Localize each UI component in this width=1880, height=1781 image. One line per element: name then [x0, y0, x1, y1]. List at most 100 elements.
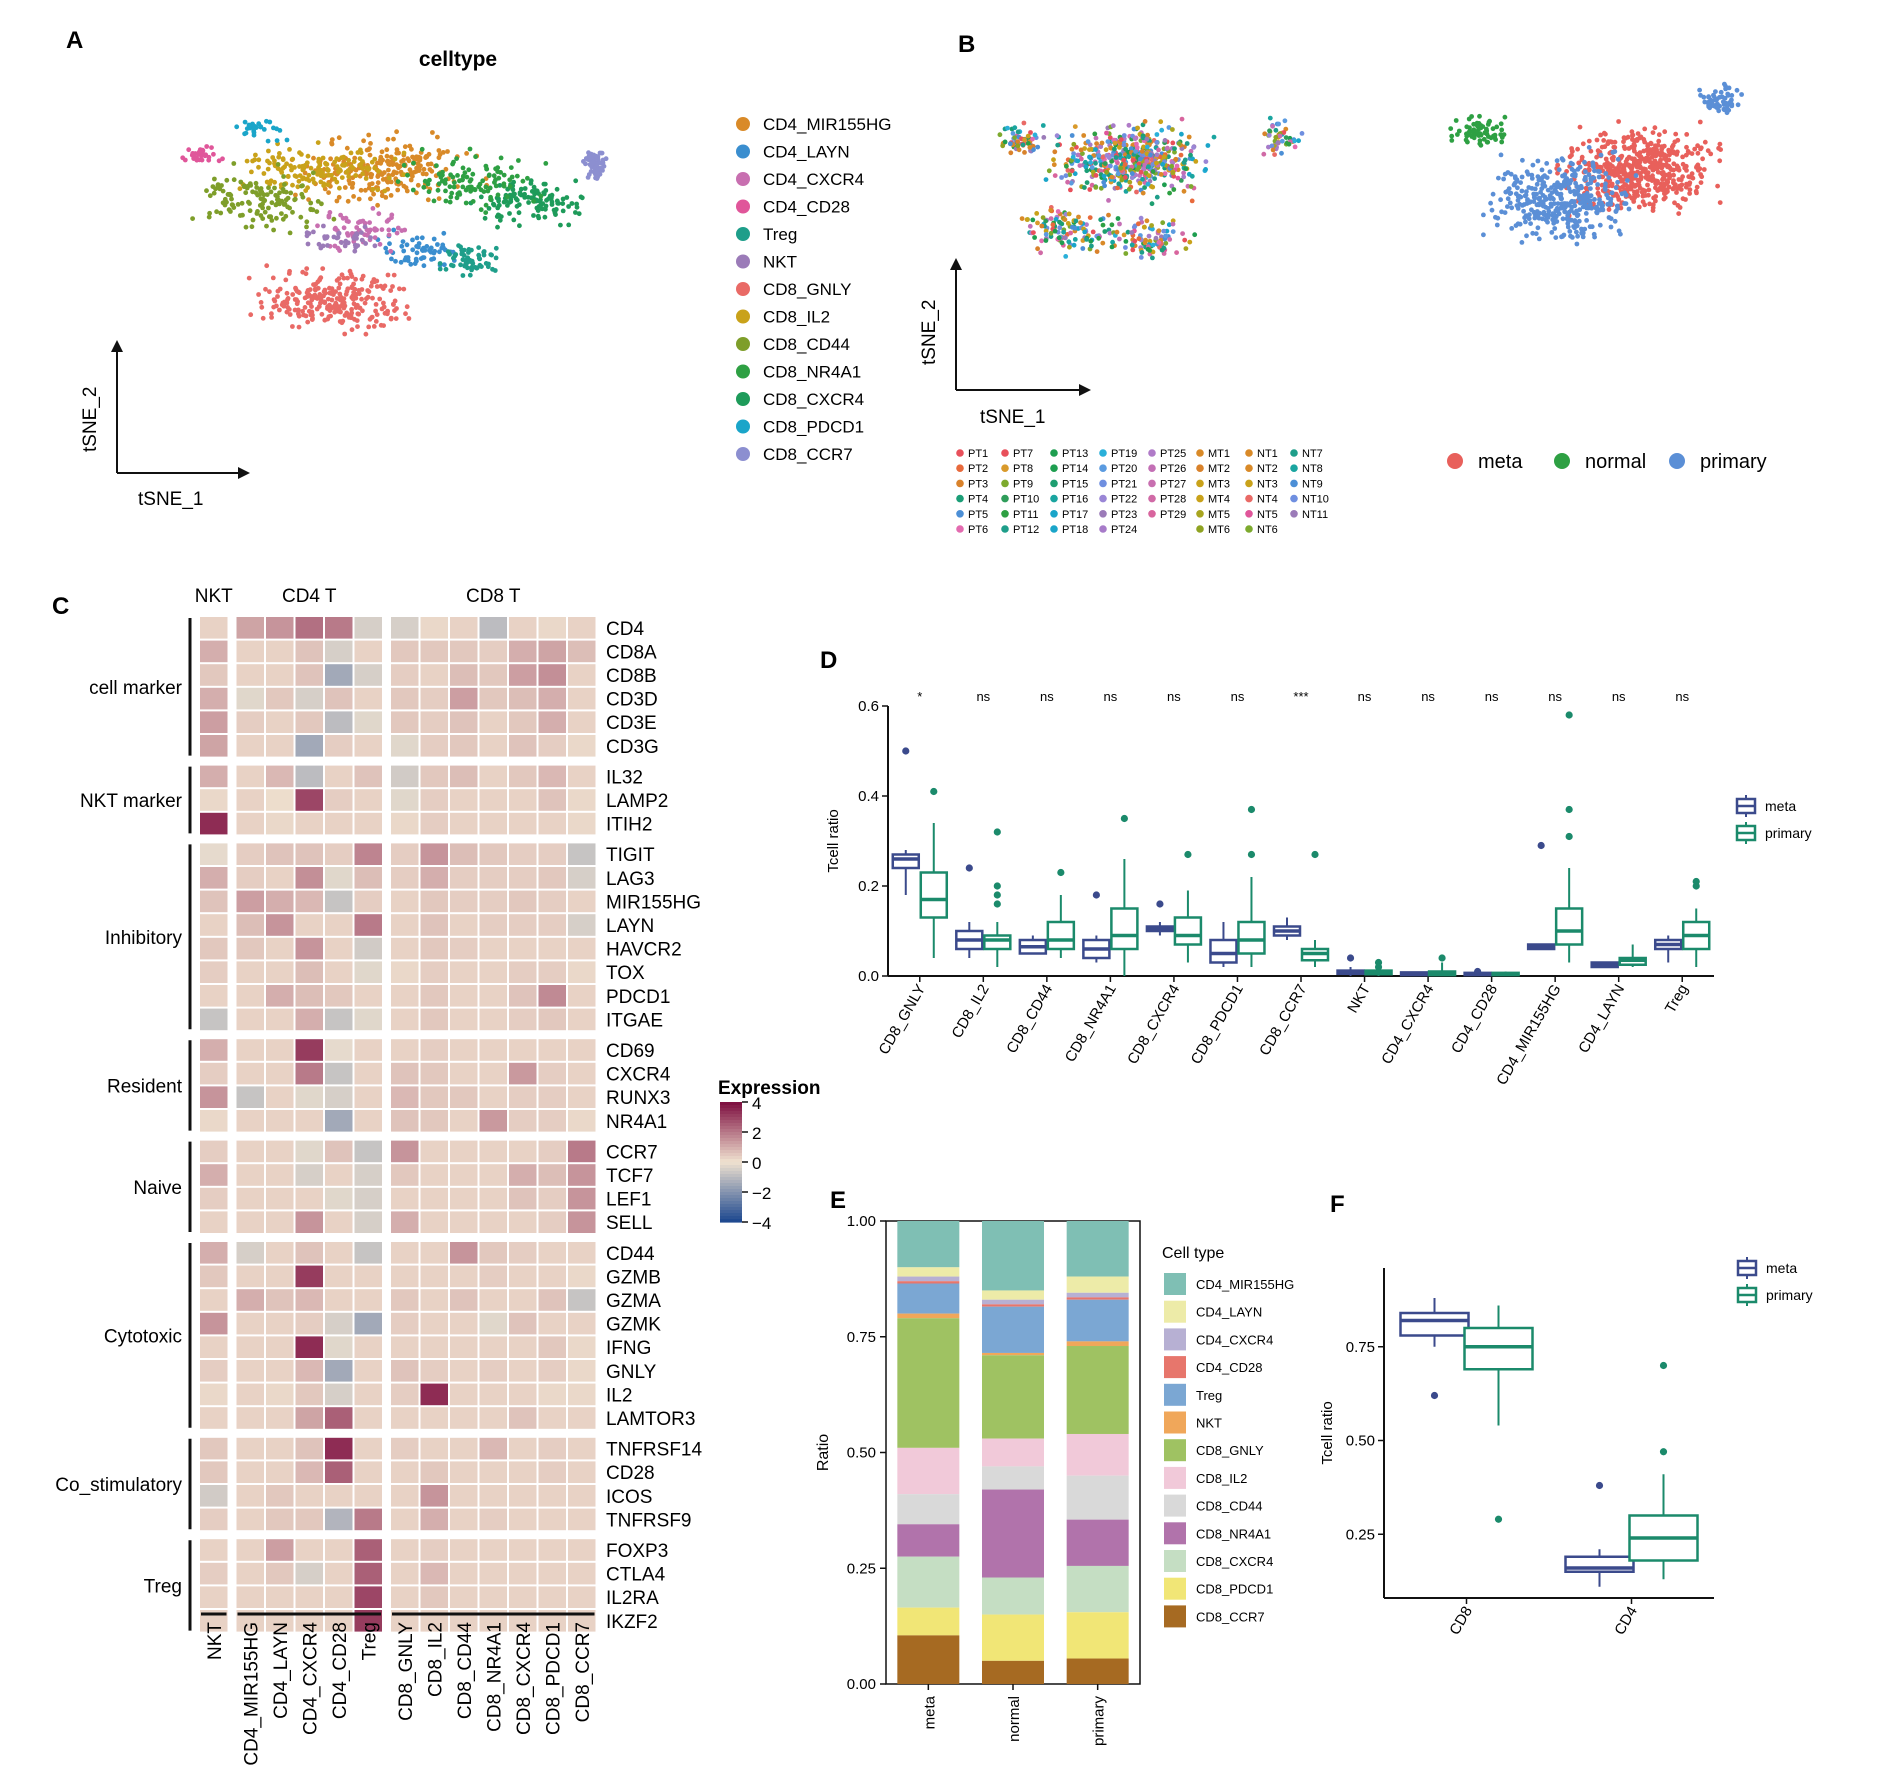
cell-point-cd8_gnly [351, 301, 357, 307]
cell-point-cd8_il2 [360, 171, 366, 177]
sample-point [1092, 131, 1098, 137]
sample-point [1165, 145, 1170, 151]
sample-point [1269, 143, 1275, 149]
heat-cell-ccr7-cd8_cd44 [450, 1140, 478, 1163]
group-point-meta [1647, 201, 1652, 207]
group-point-meta [1695, 143, 1700, 149]
sample-point [1012, 135, 1018, 141]
scale-step [720, 1150, 742, 1154]
sample-point [1146, 233, 1152, 239]
row-group-label-6: Co_stimulatory [55, 1475, 182, 1496]
cell-point-cd8_ccr7 [600, 160, 606, 166]
legend-swatch-cd4_cxcr4 [736, 172, 750, 186]
heat-cell-lef1-cd8_il2 [420, 1187, 448, 1210]
cell-point-cd8_ccr7 [585, 175, 591, 180]
heat-cell-cd3e-cd8_cd44 [450, 711, 478, 733]
scale-step [720, 1108, 742, 1112]
sample-label-pt22: PT22 [1111, 494, 1137, 506]
cell-point-cd8_nr4a1 [468, 188, 473, 194]
sample-point [1161, 154, 1167, 160]
heat-cell-runx3-cd4_mir155hg [236, 1086, 264, 1108]
legend-label-cd8_il2: CD8_IL2 [1196, 1471, 1247, 1486]
sample-point [1276, 121, 1281, 127]
cell-point-cd4_mir155hg [386, 167, 391, 173]
cell-point-cd4_layn [418, 256, 424, 261]
cell-point-cd8_gnly [296, 313, 302, 319]
group-point-primary [1597, 169, 1602, 175]
sample-point [1089, 165, 1095, 170]
group-point-meta [1620, 177, 1626, 183]
outlier-primary [930, 787, 938, 796]
y-tick-label: 0.75 [1346, 1339, 1375, 1356]
scale-step [720, 1138, 742, 1142]
group-point-meta [1569, 149, 1575, 154]
sample-point [1118, 165, 1123, 171]
heat-cell-havcr2-cd4_layn [266, 937, 294, 960]
cell-point-cd4_cd28 [211, 151, 216, 157]
cell-point-cd8_cxcr4 [526, 200, 531, 205]
cell-point-cd8_gnly [356, 288, 362, 293]
heat-cell-lamp2-treg [354, 789, 382, 811]
sample-point [1175, 175, 1181, 181]
cell-point-cd8_cd44 [207, 210, 213, 216]
cell-point-cd8_nr4a1 [419, 146, 425, 152]
gene-label-runx3: RUNX3 [606, 1088, 670, 1109]
legend-label-cd8_gnly: CD8_GNLY [1196, 1443, 1264, 1458]
legend-label-cd8_pdcd1: CD8_PDCD1 [763, 418, 864, 437]
heat-cell-cd3g-cd8_nr4a1 [479, 735, 507, 757]
group-point-primary [1725, 91, 1731, 97]
sample-label-pt23: PT23 [1111, 509, 1137, 521]
group-point-meta [1656, 138, 1662, 144]
cell-point-cd8_cd44 [310, 170, 316, 176]
group-point-primary [1496, 175, 1501, 181]
box-primary-cd8 [1463, 1326, 1534, 1371]
sample-point [1114, 229, 1120, 235]
sample-point [1104, 169, 1109, 175]
outlier-meta [965, 864, 973, 872]
group-point-meta [1705, 148, 1711, 154]
cell-point-cd8_cd44 [237, 213, 243, 218]
cell-point-nkt [363, 241, 368, 246]
group-point-normal [1500, 133, 1505, 139]
bar-seg-cd4_layn-normal [982, 1290, 1044, 1300]
cell-point-cd8_gnly [354, 318, 360, 323]
group-point-meta [1695, 163, 1700, 169]
outlier-meta [1156, 900, 1164, 908]
sample-point [1172, 149, 1177, 155]
legend-label-treg: Treg [763, 225, 797, 244]
cell-point-cd4_cxcr4 [340, 215, 346, 221]
heat-cell-gzmk-nkt [200, 1312, 228, 1335]
sample-point [1051, 162, 1057, 168]
heat-cell-lag3-cd8_cxcr4 [509, 867, 537, 889]
sample-point [1053, 216, 1059, 222]
group-point-meta [1695, 167, 1701, 173]
cell-point-cd8_gnly [317, 292, 323, 297]
heat-cell-icos-cd8_cxcr4 [509, 1485, 537, 1507]
x-tick-label-nkt: NKT [1344, 982, 1374, 1016]
gene-label-cd69: CD69 [606, 1041, 655, 1062]
cell-point-cd8_gnly [304, 266, 310, 271]
cell-point-cd8_cxcr4 [573, 210, 578, 215]
group-point-normal [1492, 132, 1498, 138]
sample-point [1149, 223, 1154, 228]
heat-cell-nr4a1-cd4_mir155hg [236, 1110, 264, 1132]
group-point-primary [1603, 171, 1609, 176]
heat-cell-tox-cd8_gnly [391, 961, 419, 983]
heat-cell-lamp2-cd4_mir155hg [236, 789, 264, 811]
cell-point-nkt [359, 237, 365, 243]
sample-point [1087, 215, 1093, 221]
sample-point [1187, 239, 1193, 245]
sample-point [1156, 147, 1161, 153]
heat-cell-cd3d-cd8_cd44 [450, 687, 478, 710]
group-point-meta [1717, 158, 1723, 164]
sample-point [1068, 180, 1074, 186]
cell-point-cd4_mir155hg [358, 187, 364, 193]
group-point-primary [1587, 224, 1593, 230]
group-point-meta [1653, 198, 1658, 204]
sample-point [1119, 177, 1125, 183]
cell-point-cd8_cd44 [319, 201, 324, 207]
outlier-primary [993, 882, 1001, 890]
heat-cell-lamp2-cd8_nr4a1 [479, 789, 507, 811]
heat-cell-cxcr4-nkt [200, 1062, 228, 1085]
sample-swatch-pt15 [1050, 479, 1058, 488]
